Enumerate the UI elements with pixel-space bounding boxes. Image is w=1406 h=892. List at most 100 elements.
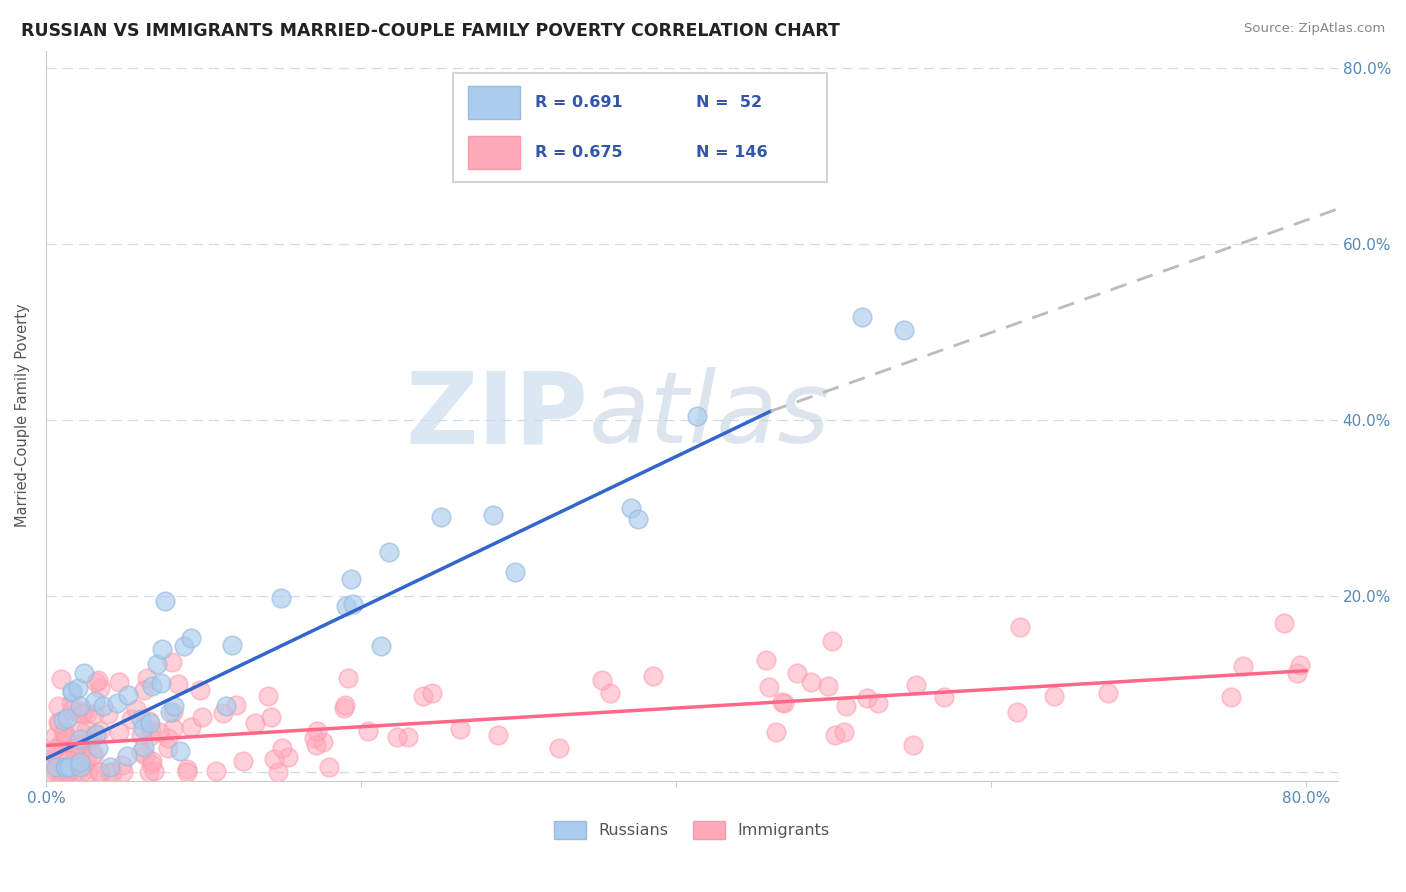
Point	[1232, 659, 1254, 673]
Point	[69, 760, 91, 774]
Point	[136, 672, 159, 686]
Point	[620, 500, 643, 515]
Point	[430, 509, 453, 524]
Point	[627, 512, 650, 526]
Point	[98, 760, 121, 774]
Point	[221, 638, 243, 652]
Point	[42, 742, 65, 756]
Point	[599, 686, 621, 700]
Point	[893, 323, 915, 337]
Point	[934, 690, 956, 704]
Point	[70, 706, 93, 721]
Point	[176, 763, 198, 777]
Point	[834, 699, 856, 714]
Point	[41, 745, 63, 759]
Point	[60, 683, 83, 698]
Point	[215, 699, 238, 714]
Point	[204, 764, 226, 779]
Point	[60, 697, 83, 711]
Point	[56, 711, 79, 725]
Point	[62, 754, 84, 768]
Point	[149, 675, 172, 690]
Point	[773, 696, 796, 710]
Point	[117, 688, 139, 702]
Point	[260, 710, 283, 724]
Point	[396, 730, 419, 744]
Point	[342, 597, 364, 611]
Point	[1005, 705, 1028, 719]
Point	[105, 696, 128, 710]
Text: Source: ZipAtlas.com: Source: ZipAtlas.com	[1244, 22, 1385, 36]
Point	[243, 715, 266, 730]
Point	[385, 730, 408, 744]
Point	[46, 714, 69, 729]
Point	[134, 739, 156, 754]
Point	[770, 695, 793, 709]
Point	[138, 764, 160, 779]
Point	[77, 764, 100, 779]
Point	[333, 698, 356, 713]
Point	[69, 724, 91, 739]
Point	[901, 739, 924, 753]
Point	[1043, 689, 1066, 703]
Point	[138, 729, 160, 743]
Point	[52, 764, 75, 779]
Point	[89, 681, 111, 696]
Point	[340, 572, 363, 586]
Y-axis label: Married-Couple Family Poverty: Married-Couple Family Poverty	[15, 304, 30, 527]
Point	[155, 594, 177, 608]
Point	[75, 751, 97, 765]
Point	[108, 675, 131, 690]
Point	[357, 723, 380, 738]
Point	[134, 682, 156, 697]
Point	[97, 707, 120, 722]
Point	[70, 764, 93, 779]
Point	[162, 721, 184, 735]
Point	[412, 689, 434, 703]
Point	[75, 732, 97, 747]
Point	[45, 760, 67, 774]
Point	[129, 713, 152, 727]
Point	[83, 706, 105, 721]
Point	[69, 745, 91, 759]
Point	[73, 704, 96, 718]
Point	[134, 748, 156, 763]
Point	[1220, 690, 1243, 705]
Point	[82, 747, 104, 762]
Point	[266, 764, 288, 779]
Point	[157, 741, 180, 756]
Point	[129, 728, 152, 742]
Point	[270, 591, 292, 605]
Point	[765, 725, 787, 739]
Point	[46, 698, 69, 713]
Text: RUSSIAN VS IMMIGRANTS MARRIED-COUPLE FAMILY POVERTY CORRELATION CHART: RUSSIAN VS IMMIGRANTS MARRIED-COUPLE FAM…	[21, 22, 839, 40]
Point	[824, 727, 846, 741]
Point	[548, 741, 571, 756]
Point	[53, 732, 76, 747]
Point	[45, 764, 67, 779]
Point	[139, 715, 162, 730]
Point	[190, 710, 212, 724]
Point	[44, 729, 66, 743]
Point	[905, 678, 928, 692]
Point	[138, 714, 160, 728]
Point	[69, 732, 91, 747]
Point	[141, 757, 163, 772]
Point	[486, 728, 509, 742]
Point	[643, 669, 665, 683]
Point	[1285, 666, 1308, 681]
Point	[277, 750, 299, 764]
Point	[318, 760, 340, 774]
Point	[55, 760, 77, 774]
Point	[800, 675, 823, 690]
Point	[1008, 620, 1031, 634]
Point	[169, 744, 191, 758]
Point	[49, 736, 72, 750]
Point	[160, 655, 183, 669]
Point	[37, 764, 59, 779]
Point	[75, 723, 97, 737]
Point	[73, 665, 96, 680]
Point	[97, 764, 120, 779]
Point	[111, 758, 134, 772]
Point	[38, 751, 60, 765]
